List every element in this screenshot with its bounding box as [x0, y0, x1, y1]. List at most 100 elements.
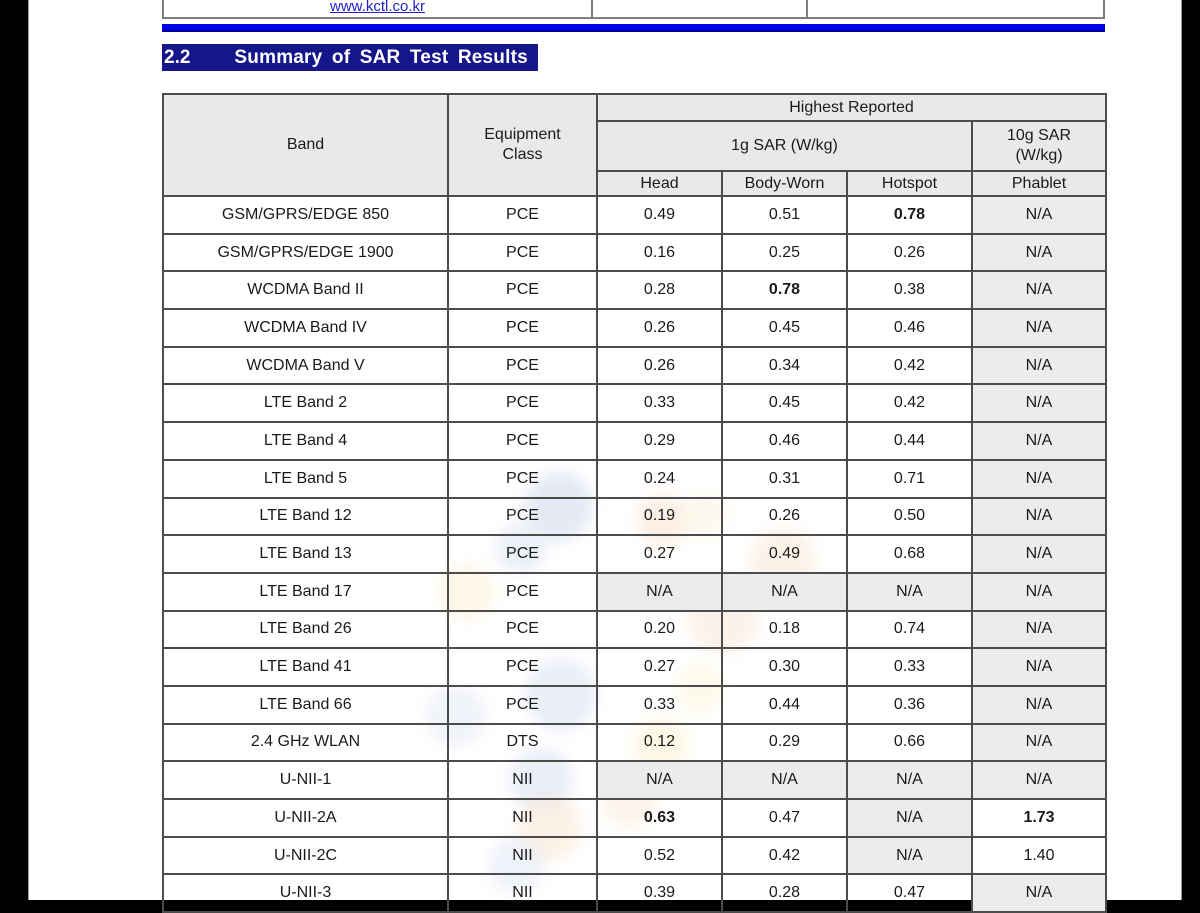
cell-head: 0.26	[596, 308, 723, 348]
table-row: WCDMA Band IV PCE 0.26 0.45 0.46 N/A	[162, 308, 1108, 348]
cell-body-worn: N/A	[721, 571, 848, 612]
cell-phablet: N/A	[970, 270, 1108, 311]
table-row: LTE Band 26 PCE 0.20 0.18 0.74 N/A	[162, 609, 1108, 650]
cell-band: U-NII-3	[162, 873, 449, 913]
cell-body-worn: 0.51	[721, 195, 848, 235]
report-footer-table: www.kctl.co.kr	[162, 0, 1105, 19]
cell-band: GSM/GPRS/EDGE 850	[162, 195, 449, 235]
section-number: 2.2	[164, 46, 191, 68]
cell-hotspot: 0.44	[846, 421, 973, 461]
table-row: WCDMA Band II PCE 0.28 0.78 0.38 N/A	[162, 270, 1108, 311]
cell-hotspot: N/A	[846, 798, 973, 838]
cell-head: 0.20	[596, 609, 723, 650]
cell-phablet: N/A	[970, 722, 1108, 763]
cell-body-worn: N/A	[721, 760, 848, 800]
cell-hotspot: 0.68	[846, 534, 973, 574]
table-row: LTE Band 4 PCE 0.29 0.46 0.44 N/A	[162, 421, 1108, 461]
cell-band: U-NII-2C	[162, 835, 449, 876]
kctl-website-link[interactable]: www.kctl.co.kr	[329, 0, 425, 15]
table-row: GSM/GPRS/EDGE 850 PCE 0.49 0.51 0.78 N/A	[162, 195, 1108, 235]
cell-hotspot: 0.50	[846, 496, 973, 537]
cell-band: WCDMA Band V	[162, 345, 449, 386]
cell-equipment-class: PCE	[447, 458, 598, 499]
cell-hotspot: 0.74	[846, 609, 973, 650]
cell-head: 0.27	[596, 534, 723, 574]
cell-hotspot: N/A	[846, 571, 973, 612]
cell-head: 0.33	[596, 684, 723, 725]
cell-phablet: N/A	[970, 534, 1108, 574]
footer-table-cell-empty-1	[591, 0, 806, 17]
cell-equipment-class: PCE	[447, 270, 598, 311]
cell-phablet: N/A	[970, 345, 1108, 386]
cell-band: LTE Band 4	[162, 421, 449, 461]
cell-phablet: N/A	[970, 760, 1108, 800]
cell-body-worn: 0.30	[721, 647, 848, 687]
footer-table-cell-website: www.kctl.co.kr	[164, 0, 591, 17]
cell-body-worn: 0.78	[721, 270, 848, 311]
cell-equipment-class: PCE	[447, 421, 598, 461]
cell-phablet: N/A	[970, 232, 1108, 273]
cell-equipment-class: PCE	[447, 195, 598, 235]
cell-equipment-class: NII	[447, 835, 598, 876]
cell-head: 0.39	[596, 873, 723, 913]
cell-band: LTE Band 17	[162, 571, 449, 612]
cell-band: U-NII-2A	[162, 798, 449, 838]
cell-equipment-class: PCE	[447, 647, 598, 687]
cell-hotspot: N/A	[846, 835, 973, 876]
cell-body-worn: 0.18	[721, 609, 848, 650]
cell-band: 2.4 GHz WLAN	[162, 722, 449, 763]
section-divider-bar	[162, 24, 1105, 32]
cell-head: 0.16	[596, 232, 723, 273]
cell-equipment-class: PCE	[447, 383, 598, 424]
cell-phablet: 1.40	[970, 835, 1108, 876]
table-row: WCDMA Band V PCE 0.26 0.34 0.42 N/A	[162, 345, 1108, 386]
cell-band: LTE Band 41	[162, 647, 449, 687]
cell-head: 0.63	[596, 798, 723, 838]
cell-band: WCDMA Band II	[162, 270, 449, 311]
cell-band: GSM/GPRS/EDGE 1900	[162, 232, 449, 273]
cell-head: 0.28	[596, 270, 723, 311]
col-header-body-worn: Body-Worn	[721, 170, 848, 197]
table-row: GSM/GPRS/EDGE 1900 PCE 0.16 0.25 0.26 N/A	[162, 232, 1108, 273]
cell-band: LTE Band 13	[162, 534, 449, 574]
cell-body-worn: 0.49	[721, 534, 848, 574]
sar-summary-table: Band Equipment Class Highest Reported 1g…	[162, 93, 1108, 913]
cell-body-worn: 0.29	[721, 722, 848, 763]
cell-hotspot: 0.66	[846, 722, 973, 763]
header-row-1: Band Equipment Class Highest Reported	[162, 93, 1108, 197]
cell-hotspot: 0.78	[846, 195, 973, 235]
cell-band: LTE Band 26	[162, 609, 449, 650]
cell-body-worn: 0.34	[721, 345, 848, 386]
cell-equipment-class: PCE	[447, 609, 598, 650]
cell-band: LTE Band 5	[162, 458, 449, 499]
table-row: LTE Band 5 PCE 0.24 0.31 0.71 N/A	[162, 458, 1108, 499]
cell-head: 0.26	[596, 345, 723, 386]
cell-head: 0.24	[596, 458, 723, 499]
cell-hotspot: 0.26	[846, 232, 973, 273]
table-row: U-NII-2C NII 0.52 0.42 N/A 1.40	[162, 835, 1108, 876]
table-row: LTE Band 2 PCE 0.33 0.45 0.42 N/A	[162, 383, 1108, 424]
cell-hotspot: 0.42	[846, 345, 973, 386]
cell-band: U-NII-1	[162, 760, 449, 800]
cell-equipment-class: NII	[447, 873, 598, 913]
header-row-2: 1g SAR (W/kg) 10g SAR (W/kg)	[163, 120, 1108, 172]
cell-hotspot: 0.42	[846, 383, 973, 424]
cell-phablet: N/A	[970, 195, 1108, 235]
cell-body-worn: 0.44	[721, 684, 848, 725]
col-header-hotspot: Hotspot	[846, 170, 973, 197]
cell-body-worn: 0.45	[721, 308, 848, 348]
cell-body-worn: 0.25	[721, 232, 848, 273]
cell-head: 0.27	[596, 647, 723, 687]
cell-head: N/A	[596, 760, 723, 800]
cell-hotspot: 0.36	[846, 684, 973, 725]
cell-equipment-class: NII	[447, 798, 598, 838]
cell-body-worn: 0.31	[721, 458, 848, 499]
cell-body-worn: 0.46	[721, 421, 848, 461]
col-header-head: Head	[596, 170, 723, 197]
table-row: LTE Band 17 PCE N/A N/A N/A N/A	[162, 571, 1108, 612]
cell-body-worn: 0.28	[721, 873, 848, 913]
cell-hotspot: 0.38	[846, 270, 973, 311]
pdf-page: www.kctl.co.kr 2.2 Summary of SAR Test R…	[28, 0, 1182, 913]
cell-phablet: N/A	[970, 308, 1108, 348]
